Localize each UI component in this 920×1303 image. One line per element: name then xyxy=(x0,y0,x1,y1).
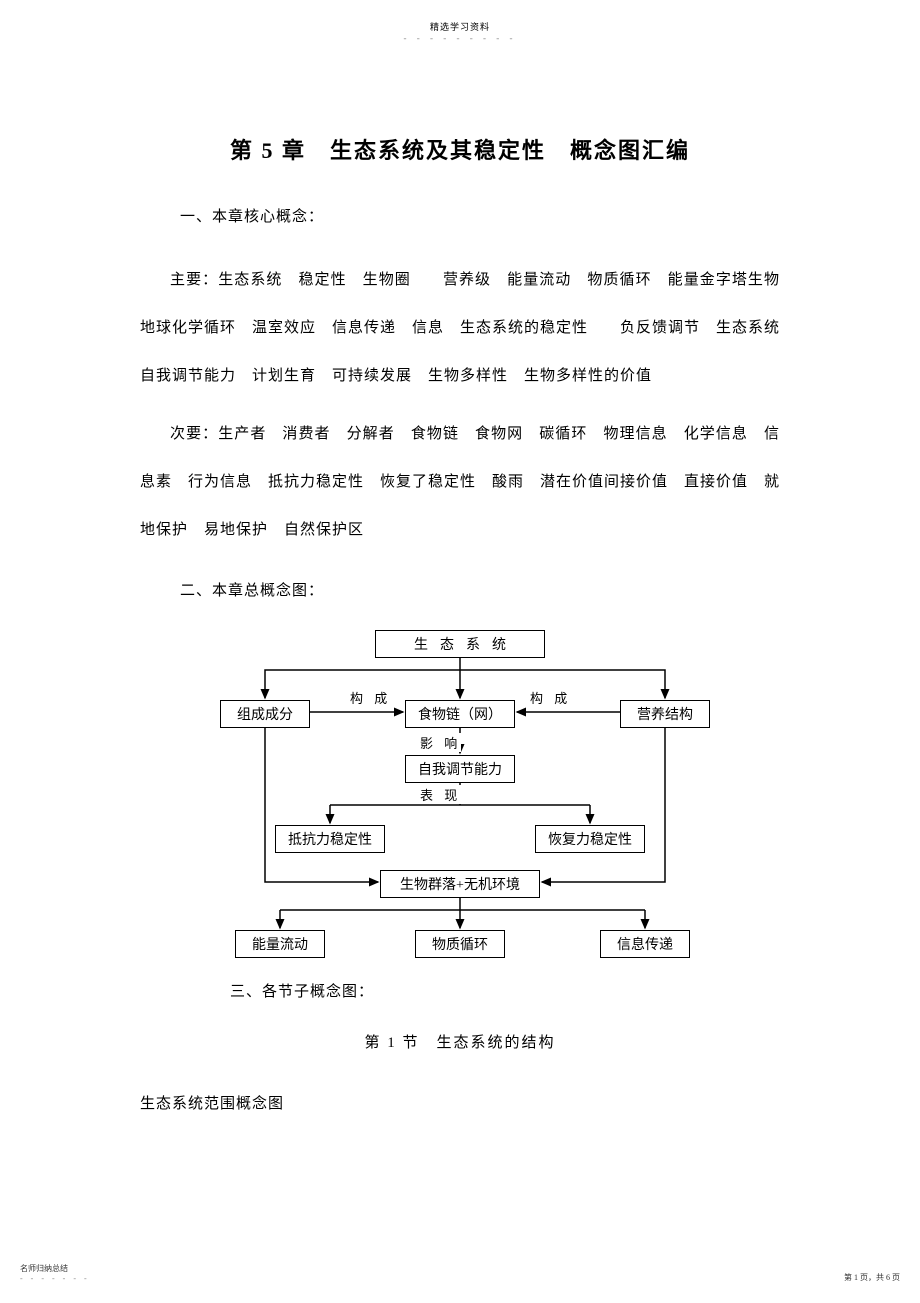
section-1-heading: 一、本章核心概念： xyxy=(180,205,780,226)
footer-right: 第 1 页，共 6 页 xyxy=(844,1272,900,1283)
footer-left-dots: - - - - - - - xyxy=(20,1274,90,1283)
diagram-node-n3: 食物链（网） xyxy=(405,700,515,728)
section-3-subtitle: 第 1 节 生态系统的结构 xyxy=(140,1031,780,1052)
diagram-node-n5: 自我调节能力 xyxy=(405,755,515,783)
page-content: 第 5 章 生态系统及其稳定性 概念图汇编 一、本章核心概念： 主要：生态系统 … xyxy=(0,43,920,1113)
diagram-node-n7: 恢复力稳定性 xyxy=(535,825,645,853)
diagram-node-n2: 组成成分 xyxy=(220,700,310,728)
diagram-node-n8: 生物群落+无机环境 xyxy=(380,870,540,898)
diagram-node-n6: 抵抗力稳定性 xyxy=(275,825,385,853)
footer-left: 名师归纳总结 - - - - - - - xyxy=(20,1263,90,1283)
concept-diagram: 生态系统组成成分 食物链（网） 营养结构自我调节能力抵抗力稳定性 恢复力稳定性生物群落… xyxy=(190,630,730,960)
sub-concept-heading: 生态系统范围概念图 xyxy=(140,1092,780,1113)
diagram-node-n10: 物质循环 xyxy=(415,930,505,958)
primary-concepts-text: 主要：生态系统 稳定性 生物圈 营养级 能量流动 物质循环 能量金字塔生物地球化… xyxy=(140,272,780,384)
diagram-node-n1: 生态系统 xyxy=(375,630,545,658)
primary-concepts-paragraph: 主要：生态系统 稳定性 生物圈 营养级 能量流动 物质循环 能量金字塔生物地球化… xyxy=(140,256,780,400)
section-3-heading: 三、各节子概念图： xyxy=(230,980,780,1001)
secondary-concepts-paragraph: 次要：生产者 消费者 分解者 食物链 食物网 碳循环 物理信息 化学信息 信息素… xyxy=(140,410,780,554)
diagram-node-n4: 营养结构 xyxy=(620,700,710,728)
diagram-node-n11: 信息传递 xyxy=(600,930,690,958)
diagram-node-n9: 能量流动 xyxy=(235,930,325,958)
footer-left-text: 名师归纳总结 xyxy=(20,1264,68,1273)
diagram-edge-label-e3: 影 响 xyxy=(420,733,461,752)
section-2-heading: 二、本章总概念图： xyxy=(180,579,780,600)
page-top-dots: - - - - - - - - - xyxy=(0,33,920,43)
page-top-header: 精选学习资料 xyxy=(0,0,920,33)
diagram-edge-label-e4: 表 现 xyxy=(420,785,461,804)
diagram-edge-label-e2: 构 成 xyxy=(530,688,571,707)
secondary-concepts-text: 次要：生产者 消费者 分解者 食物链 食物网 碳循环 物理信息 化学信息 信息素… xyxy=(140,426,780,538)
diagram-edge-label-e1: 构 成 xyxy=(350,688,391,707)
chapter-title: 第 5 章 生态系统及其稳定性 概念图汇编 xyxy=(140,133,780,165)
